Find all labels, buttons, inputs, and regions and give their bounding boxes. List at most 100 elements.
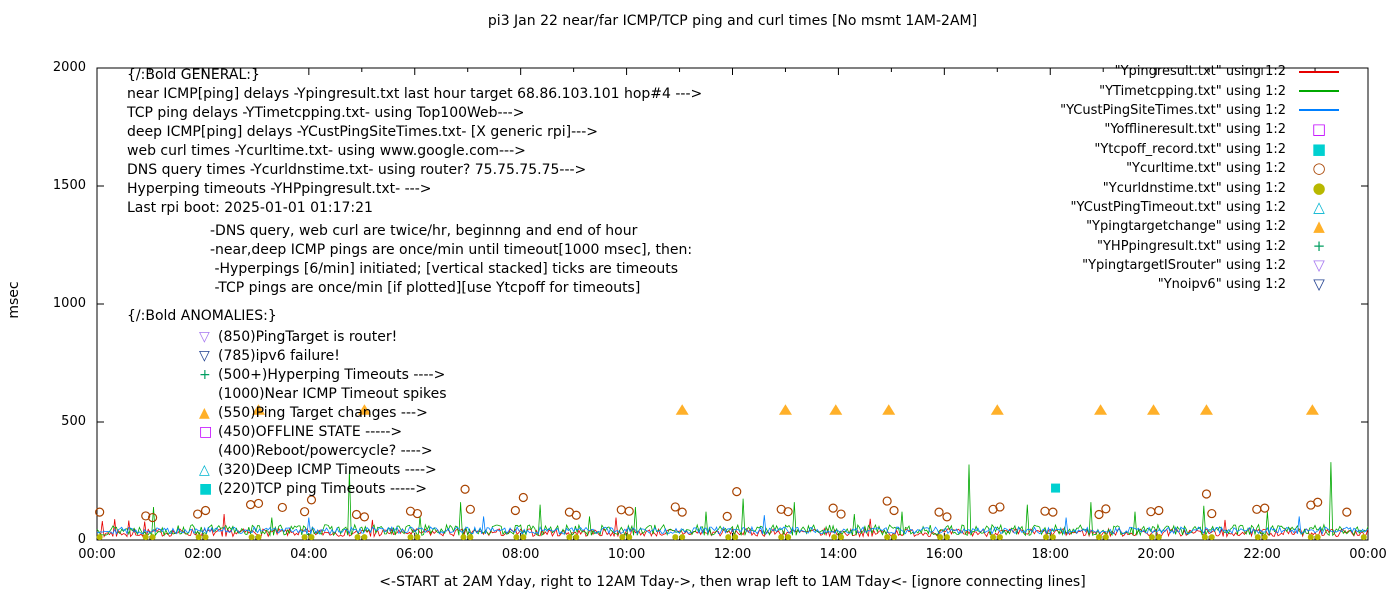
legend-entry: "YCustPingTimeout.txt" using 1:2 △ [1060, 198, 1342, 217]
tri-down-open-icon: ▽ [1313, 275, 1325, 294]
legend-sample: ○ [1296, 161, 1342, 176]
anomaly-item: △ (320)Deep ICMP Timeouts ----> [199, 460, 447, 479]
legend-entry: "Ycurldnstime.txt" using 1:2 ● [1060, 178, 1342, 197]
legend-line-sample [1299, 109, 1339, 112]
legend-sample [1296, 70, 1342, 73]
anomaly-item: ▲ (550)Ping Target changes ---> [199, 403, 447, 422]
note-annotation-line: -TCP pings are once/min [if plotted][use… [210, 280, 641, 296]
general-annotation-line: {/:Bold GENERAL:} [127, 67, 260, 83]
x-tick-label: 06:00 [396, 547, 434, 562]
plus-icon: + [199, 366, 211, 383]
circle-open-icon: ○ [1312, 159, 1326, 178]
square-filled-icon: ■ [1311, 139, 1327, 158]
anomaly-text: (785)ipv6 failure! [218, 347, 340, 364]
x-tick-label: 20:00 [1137, 547, 1175, 562]
x-tick-label: 14:00 [819, 547, 858, 562]
anomaly-text: (500+)Hyperping Timeouts ----> [218, 366, 446, 383]
legend-sample [1296, 90, 1342, 93]
x-tick-label: 00:00 [78, 547, 116, 562]
legend-entry: "YTimetcpping.txt" using 1:2 [1060, 81, 1342, 100]
anomaly-item: + (500+)Hyperping Timeouts ----> [199, 365, 447, 384]
general-annotation-line: TCP ping delays -YTimetcpping.txt- using… [127, 105, 525, 121]
legend-sample: ■ [1296, 139, 1342, 158]
series-Ytcpoff_record.txt [1051, 483, 1061, 493]
legend-entry: "Ypingresult.txt" using 1:2 [1060, 62, 1342, 81]
anomaly-text: (450)OFFLINE STATE -----> [218, 423, 403, 440]
plus-icon: + [1312, 236, 1326, 255]
anomaly-text: (1000)Near ICMP Timeout spikes [218, 385, 447, 402]
legend-label: "YTimetcpping.txt" using 1:2 [1099, 83, 1286, 99]
legend-label: "YHPpingresult.txt" using 1:2 [1097, 238, 1286, 254]
legend-entry: "Yofflineresult.txt" using 1:2 □ [1060, 120, 1342, 139]
note-annotation-line: -DNS query, web curl are twice/hr, begin… [210, 223, 638, 239]
tri-down-open-icon: ▽ [199, 347, 210, 364]
tri-down-open-icon: ▽ [199, 328, 210, 345]
square-open-icon: □ [1311, 120, 1327, 139]
y-tick-label: 2000 [52, 60, 86, 75]
anomaly-item: (400)Reboot/powercycle? ----> [199, 441, 447, 460]
anomaly-item: □ (450)OFFLINE STATE -----> [199, 422, 447, 441]
legend-label: "Ypingresult.txt" using 1:2 [1114, 64, 1286, 80]
legend-entry: "Ycurltime.txt" using 1:2 ○ [1060, 159, 1342, 178]
legend-label: "Ytcpoff_record.txt" using 1:2 [1094, 141, 1286, 157]
general-annotations: {/:Bold GENERAL:} near ICMP[ping] delays … [127, 66, 702, 218]
legend-sample: ▽ [1296, 277, 1342, 292]
circle-filled-icon: ● [1312, 178, 1326, 197]
legend-label: "Ynoipv6" using 1:2 [1157, 277, 1286, 293]
y-tick-label: 1000 [52, 296, 86, 311]
series-Ypingtargetchange [252, 404, 1319, 415]
tri-up-filled-icon: ▲ [199, 404, 210, 421]
line-sample-icon [1299, 109, 1339, 112]
legend-sample: + [1296, 236, 1342, 255]
x-tick-label: 00:00 [1349, 547, 1387, 562]
legend-label: "Yofflineresult.txt" using 1:2 [1104, 122, 1286, 138]
general-annotation-line: Hyperping timeouts -YHPpingresult.txt- -… [127, 181, 432, 197]
legend-entry: "YCustPingSiteTimes.txt" using 1:2 [1060, 101, 1342, 120]
general-annotation-line: web curl times -Ycurltime.txt- using www… [127, 143, 526, 159]
x-tick-label: 16:00 [925, 547, 964, 562]
legend-label: "Ypingtargetchange" using 1:2 [1086, 219, 1286, 235]
anomalies-list: ▽ (850)PingTarget is router! ▽ (785)ipv6 fa… [199, 327, 447, 498]
legend-sample: ▲ [1296, 219, 1342, 234]
x-axis-label: <-START at 2AM Yday, right to 12AM Tday-… [379, 574, 1086, 590]
anomaly-text: (850)PingTarget is router! [218, 328, 398, 345]
legend-line-sample [1299, 90, 1339, 93]
series-Ypingresult.txt [96, 513, 1369, 539]
x-tick-label: 04:00 [290, 547, 328, 562]
anomaly-text: (220)TCP ping Timeouts -----> [218, 480, 427, 497]
legend-entry: "YpingtargetISrouter" using 1:2 ▽ [1060, 256, 1342, 275]
square-open-icon: □ [199, 423, 213, 440]
x-tick-label: 18:00 [1031, 547, 1069, 562]
legend: "Ypingresult.txt" using 1:2 "YTimetcpping… [1060, 62, 1342, 295]
legend-sample: △ [1296, 197, 1342, 216]
series-YCustPingSiteTimes.txt [96, 515, 1369, 536]
legend-entry: "YHPpingresult.txt" using 1:2 + [1060, 237, 1342, 256]
series-Ycurltime.txt [95, 484, 1352, 523]
tri-up-filled-icon: ▲ [1313, 217, 1325, 236]
legend-line-sample [1299, 70, 1339, 73]
chart-title: pi3 Jan 22 near/far ICMP/TCP ping and cu… [487, 13, 978, 29]
legend-entry: "Ytcpoff_record.txt" using 1:2 ■ [1060, 140, 1342, 159]
general-annotation-line: deep ICMP[ping] delays -YCustPingSiteTim… [127, 124, 598, 140]
legend-label: "YpingtargetISrouter" using 1:2 [1082, 258, 1286, 274]
legend-label: "Ycurltime.txt" using 1:2 [1126, 161, 1286, 177]
anomaly-text: (320)Deep ICMP Timeouts ----> [218, 461, 437, 478]
general-annotation-line: Last rpi boot: 2025-01-01 01:17:21 [127, 200, 373, 216]
x-tick-label: 12:00 [713, 547, 752, 562]
note-annotation-line: -near,deep ICMP pings are once/min until… [210, 242, 693, 258]
series-Ycurldnstime.txt [96, 534, 1367, 541]
legend-entry: "Ynoipv6" using 1:2 ▽ [1060, 275, 1342, 294]
square-filled-icon: ■ [199, 480, 213, 497]
anomaly-item: ■ (220)TCP ping Timeouts -----> [199, 479, 447, 498]
x-tick-label: 10:00 [607, 547, 646, 562]
general-annotation-line: near ICMP[ping] delays -Ypingresult.txt … [127, 86, 703, 102]
legend-sample: ▽ [1296, 258, 1342, 273]
anomaly-item: ▽ (785)ipv6 failure! [199, 346, 447, 365]
legend-entry: "Ypingtargetchange" using 1:2 ▲ [1060, 217, 1342, 236]
y-tick-label: 1500 [52, 178, 86, 193]
series-YTimetcpping.txt [96, 462, 1369, 537]
note-annotation-line: -Hyperpings [6/min] initiated; [vertical… [210, 261, 679, 277]
x-tick-label: 08:00 [501, 547, 540, 562]
tri-up-open-icon: △ [1313, 197, 1325, 216]
legend-sample: □ [1296, 122, 1342, 137]
